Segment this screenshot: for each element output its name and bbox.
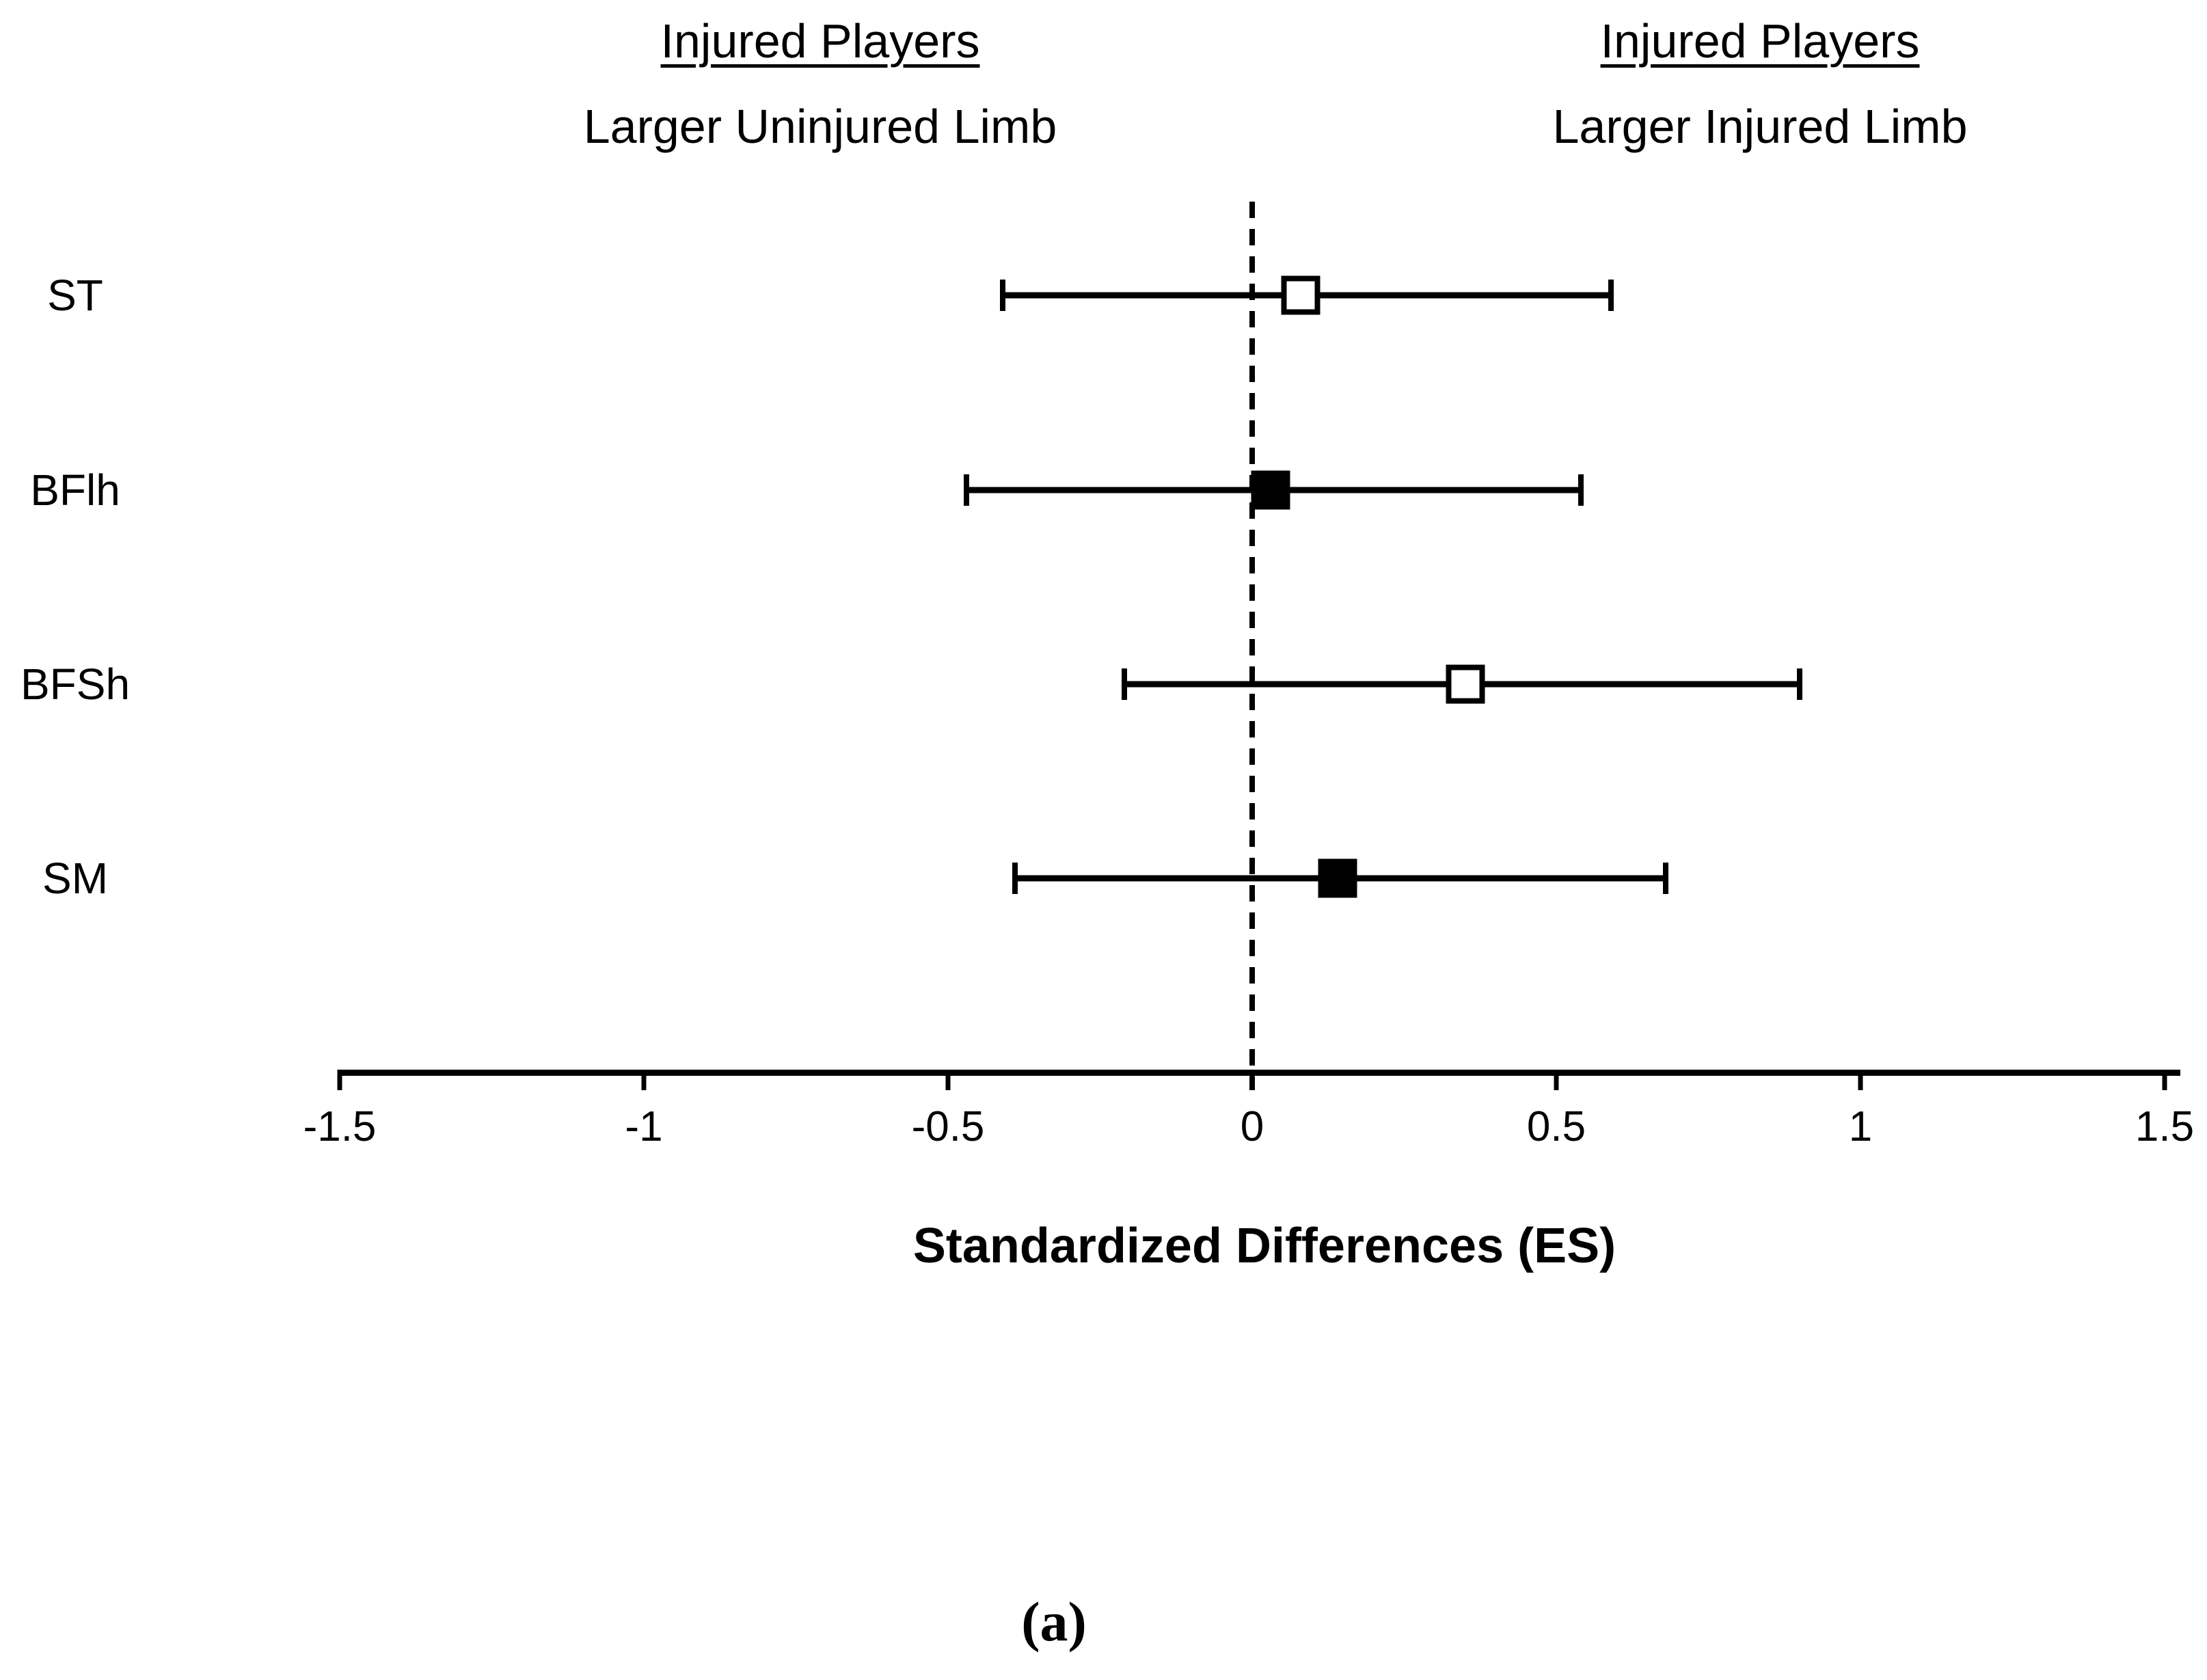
- ci-cap-low: [1122, 668, 1128, 700]
- x-axis-tick: [1249, 1070, 1255, 1090]
- ci-cap-high: [1608, 280, 1614, 311]
- x-axis-tick: [2162, 1070, 2167, 1090]
- x-axis-tick-label: 1: [1848, 1103, 1873, 1150]
- x-axis-line: [340, 1070, 2180, 1076]
- row-label-ST: ST: [47, 271, 103, 320]
- row-label-SM: SM: [42, 854, 108, 903]
- right-header-title: Injured Players: [1600, 14, 1920, 68]
- row-label-BFlh: BFlh: [30, 465, 120, 515]
- ci-cap-low: [1012, 863, 1018, 894]
- x-axis-tick-label: 0.5: [1526, 1103, 1586, 1150]
- ci-cap-low: [963, 474, 969, 506]
- left-header-subtitle: Larger Uninjured Limb: [583, 100, 1057, 153]
- x-axis-tick: [641, 1070, 647, 1090]
- zero-reference-line: [1249, 202, 1255, 1090]
- x-axis-tick: [945, 1070, 951, 1090]
- x-axis-tick-label: -1.5: [303, 1103, 377, 1150]
- left-header-title: Injured Players: [660, 14, 980, 68]
- right-column-header: Injured Players Larger Injured Limb: [1553, 15, 1968, 153]
- x-axis-tick: [1858, 1070, 1863, 1090]
- x-axis-tick-label: 1.5: [2135, 1103, 2195, 1150]
- x-axis-tick: [1554, 1070, 1559, 1090]
- figure-caption: (a): [1021, 1590, 1087, 1653]
- ci-cap-low: [1000, 280, 1006, 311]
- x-axis-tick: [337, 1070, 342, 1090]
- right-header-subtitle: Larger Injured Limb: [1552, 100, 1968, 153]
- row-label-BFSh: BFSh: [20, 660, 131, 709]
- ci-cap-high: [1797, 668, 1802, 700]
- x-axis-tick-label: -0.5: [911, 1103, 985, 1150]
- x-axis-tick-label: -1: [625, 1103, 663, 1150]
- ci-cap-high: [1578, 474, 1584, 506]
- x-axis-title: Standardized Differences (ES): [912, 1219, 1616, 1273]
- es-marker-BFlh: [1251, 470, 1290, 510]
- x-axis-tick-label: 0: [1240, 1103, 1264, 1150]
- left-column-header: Injured Players Larger Uninjured Limb: [584, 15, 1057, 153]
- es-marker-ST: [1281, 275, 1321, 315]
- es-marker-SM: [1318, 858, 1357, 898]
- ci-cap-high: [1663, 863, 1669, 894]
- es-marker-BFSh: [1446, 664, 1485, 704]
